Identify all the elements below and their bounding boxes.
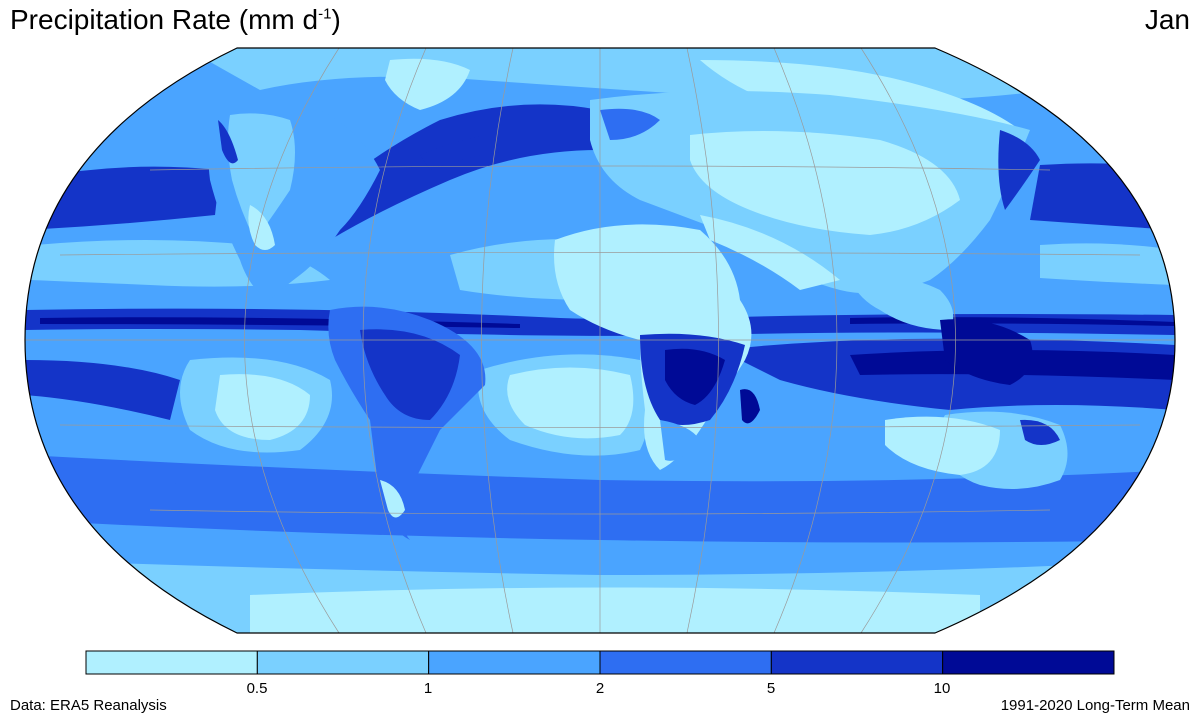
colorbar-tick-label: 1 [423, 680, 433, 697]
colorbar-tick-label: 0.5 [246, 680, 268, 697]
period-label: 1991-2020 Long-Term Mean [1000, 697, 1190, 714]
colorbar [85, 650, 1115, 675]
data-source: Data: ERA5 Reanalysis [10, 697, 167, 714]
graticule [25, 48, 1175, 633]
colorbar-swatch [770, 650, 944, 675]
colorbar-swatch [85, 650, 258, 675]
colorbar-swatch [942, 650, 1115, 675]
colorbar-tick-label: 2 [595, 680, 605, 697]
month-label: Jan [1144, 4, 1190, 35]
map-border [24, 47, 1176, 634]
title-superscript: -1 [318, 5, 332, 23]
colorbar-swatch [428, 650, 601, 675]
colorbar-tick-label: 10 [933, 680, 951, 697]
title-text: Precipitation Rate (mm d [10, 4, 319, 35]
colorbar-swatch [599, 650, 772, 675]
chart-title: Precipitation Rate (mm d-1) [10, 4, 341, 36]
colorbar-tick-label: 5 [766, 680, 776, 697]
colorbar-swatch [256, 650, 430, 675]
title-close: ) [331, 4, 341, 35]
